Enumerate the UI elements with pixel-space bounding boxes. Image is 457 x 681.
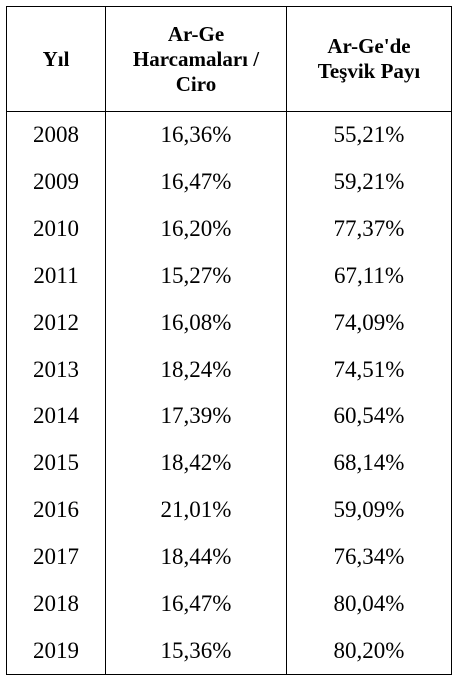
cell-year: 2019 xyxy=(6,627,106,676)
header-line: Yıl xyxy=(42,46,70,71)
table-row: 2010 16,20% 77,37% xyxy=(6,205,452,253)
cell-rd-spending-turnover: 18,44% xyxy=(105,533,287,581)
cell-rd-incentive-share: 74,09% xyxy=(286,299,452,347)
table-row: 2018 16,47% 80,04% xyxy=(6,580,452,628)
table-row: 2019 15,36% 80,20% xyxy=(6,627,452,676)
table-row: 2009 16,47% 59,21% xyxy=(6,158,452,206)
header-line: Ar-Ge xyxy=(167,21,225,46)
cell-rd-spending-turnover: 18,24% xyxy=(105,346,287,393)
table-body: 2008 16,36% 55,21% 2009 16,47% 59,21% 2010 16,2… xyxy=(6,111,452,676)
header-year: Yıl xyxy=(6,6,106,112)
table-row: 2014 17,39% 60,54% xyxy=(6,392,452,440)
table-header: Yıl Ar-Ge Harcamaları / Ciro Ar-Ge'de Te… xyxy=(6,6,452,112)
cell-year: 2017 xyxy=(6,533,106,581)
cell-rd-spending-turnover: 21,01% xyxy=(105,486,287,534)
cell-rd-incentive-share: 76,34% xyxy=(286,533,452,581)
header-rd-spending-turnover: Ar-Ge Harcamaları / Ciro xyxy=(105,6,287,112)
cell-year: 2010 xyxy=(6,205,106,253)
header-line: Harcamaları / xyxy=(132,46,260,71)
cell-rd-incentive-share: 80,20% xyxy=(286,627,452,676)
cell-rd-incentive-share: 68,14% xyxy=(286,439,452,487)
cell-rd-spending-turnover: 15,27% xyxy=(105,252,287,300)
cell-rd-incentive-share: 80,04% xyxy=(286,580,452,628)
cell-year: 2012 xyxy=(6,299,106,347)
data-table: Yıl Ar-Ge Harcamaları / Ciro Ar-Ge'de Te… xyxy=(6,6,452,676)
table-row: 2017 18,44% 76,34% xyxy=(6,533,452,581)
cell-rd-spending-turnover: 16,08% xyxy=(105,299,287,347)
table-row: 2015 18,42% 68,14% xyxy=(6,439,452,487)
table-row: 2008 16,36% 55,21% xyxy=(6,111,452,159)
cell-year: 2016 xyxy=(6,486,106,534)
cell-rd-incentive-share: 59,21% xyxy=(286,158,452,206)
cell-year: 2014 xyxy=(6,392,106,440)
cell-rd-spending-turnover: 16,47% xyxy=(105,580,287,628)
header-line: Teşvik Payı xyxy=(317,59,421,83)
cell-year: 2013 xyxy=(6,346,106,393)
table-row: 2011 15,27% 67,11% xyxy=(6,252,452,300)
cell-rd-spending-turnover: 16,36% xyxy=(105,111,287,159)
cell-rd-incentive-share: 67,11% xyxy=(286,252,452,300)
table-row: 2016 21,01% 59,09% xyxy=(6,486,452,534)
header-line: Ciro xyxy=(175,71,217,96)
cell-year: 2008 xyxy=(6,111,106,159)
cell-year: 2009 xyxy=(6,158,106,206)
cell-year: 2015 xyxy=(6,439,106,487)
cell-year: 2011 xyxy=(6,252,106,300)
cell-rd-incentive-share: 59,09% xyxy=(286,486,452,534)
cell-rd-spending-turnover: 18,42% xyxy=(105,439,287,487)
cell-year: 2018 xyxy=(6,580,106,628)
cell-rd-incentive-share: 60,54% xyxy=(286,392,452,440)
header-line: Ar-Ge'de xyxy=(327,34,411,58)
table-row: 2013 18,24% 74,51% xyxy=(6,346,452,393)
cell-rd-incentive-share: 74,51% xyxy=(286,346,452,393)
table-row: 2012 16,08% 74,09% xyxy=(6,299,452,347)
cell-rd-incentive-share: 55,21% xyxy=(286,111,452,159)
cell-rd-spending-turnover: 15,36% xyxy=(105,627,287,676)
cell-rd-spending-turnover: 16,47% xyxy=(105,158,287,206)
header-rd-incentive-share: Ar-Ge'de Teşvik Payı xyxy=(286,6,452,112)
cell-rd-spending-turnover: 17,39% xyxy=(105,392,287,440)
data-table-container: Yıl Ar-Ge Harcamaları / Ciro Ar-Ge'de Te… xyxy=(6,6,452,676)
header-row: Yıl Ar-Ge Harcamaları / Ciro Ar-Ge'de Te… xyxy=(6,6,452,112)
cell-rd-spending-turnover: 16,20% xyxy=(105,205,287,253)
cell-rd-incentive-share: 77,37% xyxy=(286,205,452,253)
